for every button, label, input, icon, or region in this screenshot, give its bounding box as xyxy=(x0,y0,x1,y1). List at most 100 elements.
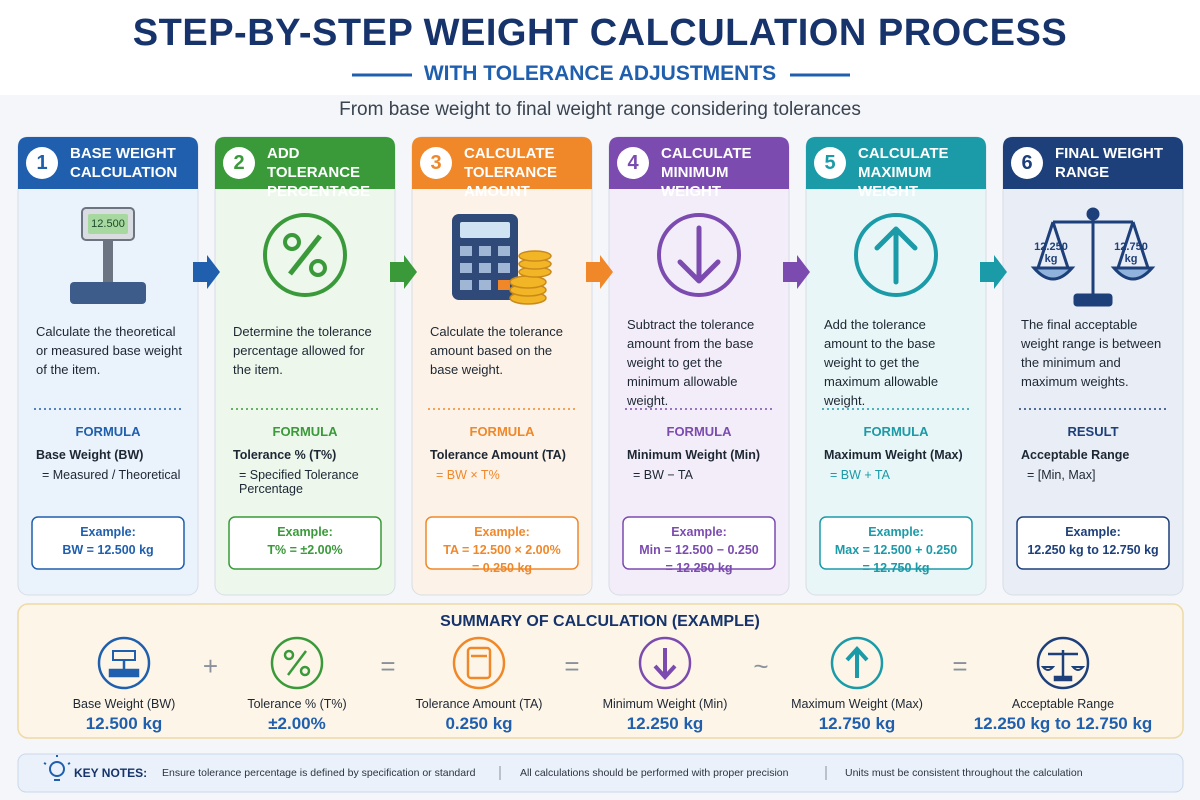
description: Calculate the tolerance amount based on … xyxy=(430,324,563,377)
step-title: CALCULATE MAXIMUM WEIGHT xyxy=(858,145,949,200)
formula-label: RESULT xyxy=(1067,424,1119,439)
example-box xyxy=(425,516,579,570)
card-header xyxy=(1003,137,1183,189)
title: STEP-BY-STEP WEIGHT CALCULATION PROCESS xyxy=(132,12,1068,54)
example-label: Example: xyxy=(1065,525,1121,539)
step-title: ADD TOLERANCE PERCENTAGE xyxy=(267,145,371,200)
example-label: Example: xyxy=(474,525,530,539)
step-title: CALCULATE TOLERANCE AMOUNT xyxy=(464,145,558,200)
note: Ensure tolerance percentage is defined b… xyxy=(162,767,476,779)
summary-box xyxy=(17,603,1184,739)
example-line: = 0.250 kg xyxy=(471,561,533,575)
formula-label: FORMULA xyxy=(469,424,535,439)
step-number: 5 xyxy=(814,147,846,179)
notes-bar xyxy=(17,753,1184,793)
step-number: 1 xyxy=(26,147,58,179)
formula-name: Base Weight (BW) xyxy=(36,448,144,462)
header-band xyxy=(0,0,1200,95)
formula-expression: = BW − TA xyxy=(633,468,693,482)
example-line: TA = 12.500 × 2.00% xyxy=(443,543,561,557)
balance-icon xyxy=(1030,207,1156,307)
calculator-icon xyxy=(452,214,552,305)
card-header xyxy=(806,137,986,189)
formula-name: Tolerance % (T%) xyxy=(233,448,337,462)
down-arrow-icon xyxy=(657,213,741,297)
step-number: 2 xyxy=(223,147,255,179)
notes-label: KEY NOTES: xyxy=(74,766,148,780)
example-box xyxy=(622,516,776,570)
note: All calculations should be performed wit… xyxy=(520,767,789,779)
card-frames xyxy=(17,136,1184,596)
example-line: = 12.250 kg xyxy=(665,561,733,575)
step-title: CALCULATE MINIMUM WEIGHT xyxy=(661,145,752,200)
card-header xyxy=(18,137,198,189)
pan-label: 12.250 kg xyxy=(1034,241,1068,265)
summary-value: ±2.00% xyxy=(268,714,326,733)
scale-icon xyxy=(70,207,146,304)
example-line: = 12.750 kg xyxy=(862,561,930,575)
formula-name: Minimum Weight (Min) xyxy=(627,448,761,462)
summary-value: 0.250 kg xyxy=(445,714,513,733)
formula-label: FORMULA xyxy=(863,424,929,439)
formula-expression: = BW + TA xyxy=(830,468,890,482)
summary-value: 12.750 kg xyxy=(818,714,896,733)
percent-icon xyxy=(263,213,347,297)
example-label: Example: xyxy=(80,525,136,539)
bulb-icon xyxy=(43,755,71,781)
formula-name: Acceptable Range xyxy=(1021,448,1130,462)
arrow xyxy=(586,255,613,289)
card-header xyxy=(412,137,592,189)
summary-value: 12.250 kg xyxy=(626,714,704,733)
summary-label: Tolerance Amount (TA) xyxy=(415,697,543,711)
operator: + xyxy=(202,651,219,681)
step-number: 3 xyxy=(420,147,452,179)
formula-expression: = [Min, Max] xyxy=(1027,468,1096,482)
example-label: Example: xyxy=(671,525,727,539)
step-title: BASE WEIGHT CALCULATION xyxy=(70,145,178,181)
formula-expression: = Measured / Theoretical xyxy=(42,468,181,482)
formula-label: FORMULA xyxy=(666,424,732,439)
summary-icons xyxy=(97,636,1090,690)
step-number: 6 xyxy=(1011,147,1043,179)
operator: ~ xyxy=(753,651,769,681)
up-arrow-icon xyxy=(854,213,938,297)
example-box xyxy=(31,516,185,570)
formula-name: Maximum Weight (Max) xyxy=(824,448,963,462)
example-label: Example: xyxy=(277,525,333,539)
summary-title: SUMMARY OF CALCULATION (EXAMPLE) xyxy=(440,613,760,630)
description: Add the tolerance amount to the base wei… xyxy=(824,317,939,408)
summary-value: 12.500 kg xyxy=(85,714,163,733)
formula-expression: = Specified Tolerance Percentage xyxy=(239,468,359,496)
scale-display: 12.500 xyxy=(91,218,125,230)
arrow xyxy=(390,255,417,289)
formula-expression: = BW × T% xyxy=(436,468,500,482)
pan-label: 12.750 kg xyxy=(1114,241,1148,265)
card-header xyxy=(215,137,395,189)
summary-label: Minimum Weight (Min) xyxy=(602,697,728,711)
tagline: From base weight to final weight range c… xyxy=(339,99,861,120)
operator: = xyxy=(952,651,968,681)
arrow xyxy=(783,255,810,289)
example-line: T% = ±2.00% xyxy=(267,543,343,557)
summary-label: Acceptable Range xyxy=(1011,697,1115,711)
summary-label: Maximum Weight (Max) xyxy=(791,697,923,711)
summary-label: Tolerance % (T%) xyxy=(247,697,347,711)
arrow xyxy=(980,255,1007,289)
description: Subtract the tolerance amount from the b… xyxy=(627,317,755,408)
description: Calculate the theoretical or measured ba… xyxy=(36,324,182,377)
example-line: Min = 12.500 − 0.250 xyxy=(639,543,759,557)
example-line: BW = 12.500 kg xyxy=(62,543,154,557)
example-label: Example: xyxy=(868,525,924,539)
summary-label: Base Weight (BW) xyxy=(72,697,176,711)
formula-name: Tolerance Amount (TA) xyxy=(430,448,566,462)
arrow xyxy=(193,255,220,289)
example-line: 12.250 kg to 12.750 kg xyxy=(1027,543,1159,557)
formula-label: FORMULA xyxy=(272,424,338,439)
operator: = xyxy=(564,651,580,681)
description: The final acceptable weight range is bet… xyxy=(1021,317,1162,389)
step-title: FINAL WEIGHT RANGE xyxy=(1055,145,1164,181)
step-number: 4 xyxy=(617,147,649,179)
summary-value: 12.250 kg to 12.750 kg xyxy=(973,714,1153,733)
